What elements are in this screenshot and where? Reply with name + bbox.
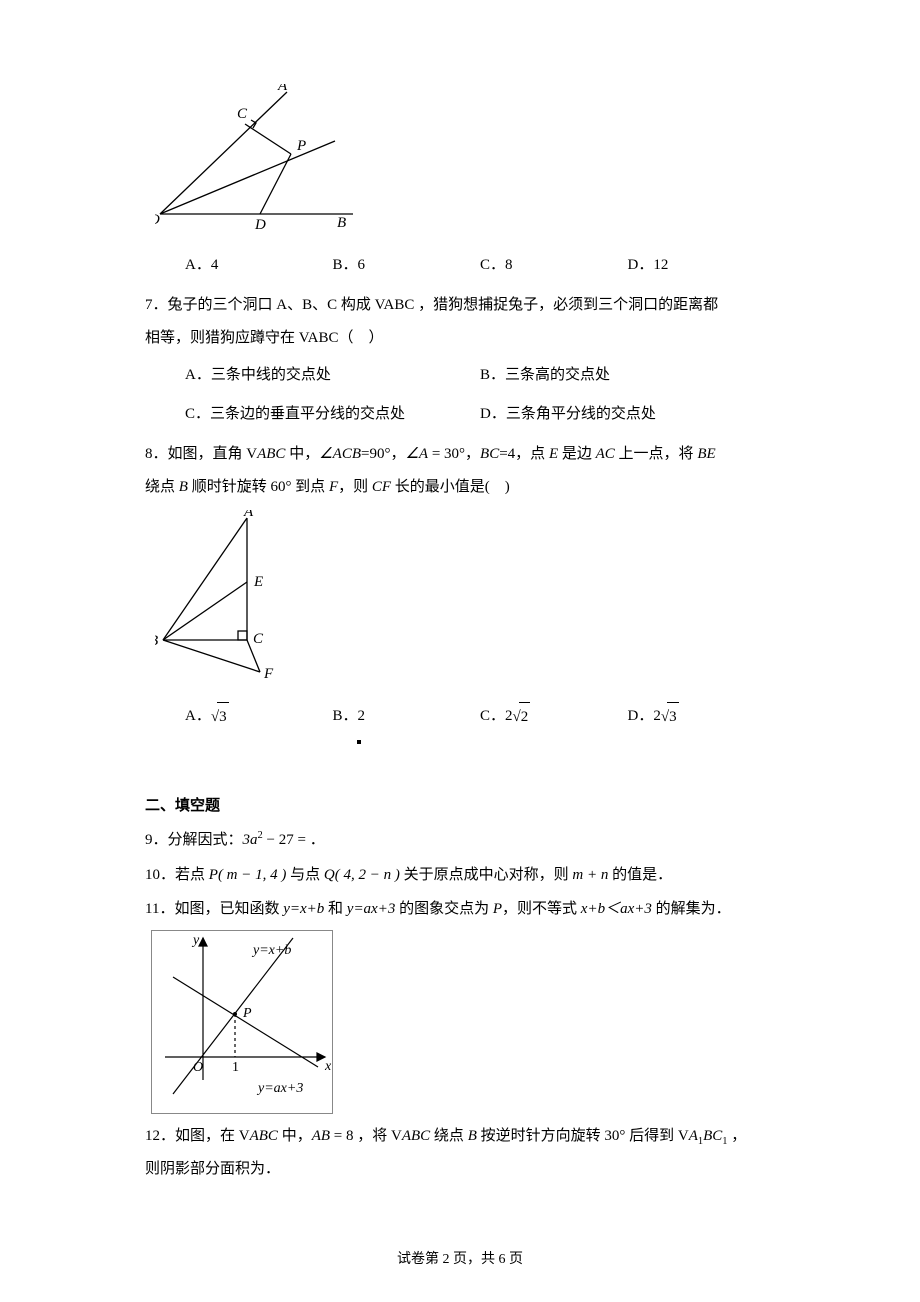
svg-text:P: P (242, 1006, 252, 1021)
q6-option-A: A．4 (185, 251, 333, 280)
q7-option-B: B．三条高的交点处 (480, 361, 775, 390)
page-footer: 试卷第 2 页，共 6 页 (0, 1247, 920, 1274)
label-D: D (254, 217, 266, 233)
label-A: A (277, 84, 288, 94)
q7-option-C: C．三条边的垂直平分线的交点处 (185, 400, 480, 429)
q8-stem: 8．如图，直角 VABC 中，∠ACB=90°，∠A = 30°，BC=4，点 … (145, 438, 775, 504)
svg-text:E: E (253, 574, 263, 590)
q7-stem-line2: 相等，则猎狗应蹲守在 VABC（ ） (145, 330, 384, 346)
q8-options: A．√3 B．2 C．2√2 D．2√3 (185, 702, 775, 732)
label-C: C (237, 106, 248, 122)
q6-option-D: D．12 (628, 251, 776, 280)
q6-figure: O A B C D P (155, 84, 775, 245)
svg-text:x: x (324, 1059, 332, 1074)
q11-figure: y x O 1 P y=x+b y=ax+3 (151, 930, 333, 1115)
svg-text:F: F (263, 666, 274, 682)
q7-stem-line1: 7．兔子的三个洞口 A、B、C 构成 VABC ，猎狗想捕捉兔子，必须到三个洞口… (145, 297, 718, 313)
q8-figure: A B C E F (155, 510, 775, 696)
svg-text:O: O (193, 1060, 203, 1075)
mark-dot (355, 731, 775, 758)
svg-text:y: y (191, 933, 200, 948)
q12: 12．如图，在 VABC 中，AB = 8 ，将 VABC 绕点 B 按逆时针方… (145, 1120, 775, 1186)
svg-text:A: A (243, 510, 254, 520)
q7-option-D: D．三条角平分线的交点处 (480, 400, 775, 429)
q8-option-A: A．√3 (185, 702, 333, 732)
q8-option-C: C．2√2 (480, 702, 628, 732)
svg-text:y=x+b: y=x+b (251, 943, 291, 958)
q10: 10．若点 P( m − 1, 4 ) 与点 Q( 4, 2 − n ) 关于原… (145, 861, 775, 890)
svg-text:B: B (155, 633, 158, 649)
q7-option-A: A．三条中线的交点处 (185, 361, 480, 390)
section-2-title: 二、填空题 (145, 792, 775, 821)
q6-options: A．4 B．6 C．8 D．12 (185, 251, 775, 280)
angle-bisector-figure: O A B C D P (155, 84, 365, 234)
q11: 11．如图，已知函数 y=x+b 和 y=ax+3 的图象交点为 P，则不等式 … (145, 895, 775, 924)
rotation-triangle-figure: A B C E F (155, 510, 285, 685)
q7-stem: 7．兔子的三个洞口 A、B、C 构成 VABC ，猎狗想捕捉兔子，必须到三个洞口… (145, 289, 775, 355)
q6-option-B: B．6 (333, 251, 481, 280)
label-P: P (296, 138, 306, 154)
svg-text:y=ax+3: y=ax+3 (256, 1081, 303, 1096)
label-O: O (155, 212, 160, 228)
q6-option-C: C．8 (480, 251, 628, 280)
q7-options: A．三条中线的交点处 B．三条高的交点处 C．三条边的垂直平分线的交点处 D．三… (185, 361, 775, 428)
label-B: B (337, 215, 346, 231)
q9: 9．分解因式：3a2 − 27 = ． (145, 826, 775, 855)
svg-text:C: C (253, 631, 264, 647)
q8-option-D: D．2√3 (628, 702, 776, 732)
linear-intersection-chart: y x O 1 P y=x+b y=ax+3 (153, 932, 333, 1102)
svg-text:1: 1 (232, 1060, 239, 1075)
q8-option-B: B．2 (333, 702, 481, 732)
